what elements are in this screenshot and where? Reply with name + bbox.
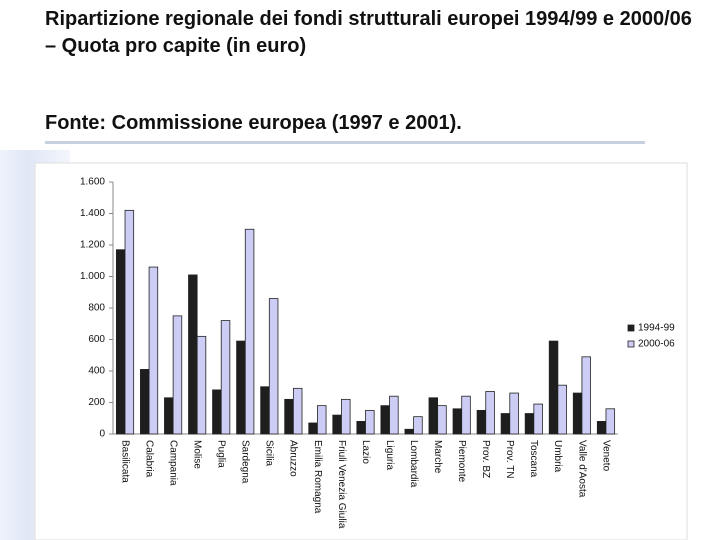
bar: [332, 414, 342, 435]
bar: [308, 422, 318, 435]
x-tick-label: Friuli Venezia Giulia: [336, 440, 347, 529]
bar: [196, 335, 207, 435]
x-tick-label: Campania: [167, 440, 178, 486]
x-tick-label: Lazio: [360, 440, 371, 464]
bar: [605, 408, 616, 435]
x-tick-label: Marche: [432, 440, 443, 474]
x-tick-label: Liguria: [384, 440, 395, 470]
bar: [509, 392, 519, 435]
x-tick-label: Prov. TN: [504, 440, 515, 479]
bar: [404, 428, 414, 435]
x-tick-label: Valle d'Aosta: [576, 440, 587, 498]
bar: [292, 387, 303, 435]
bar: [172, 315, 183, 435]
bar: [236, 340, 246, 435]
bar: [533, 403, 543, 435]
bar: [124, 209, 135, 435]
bar: [596, 420, 607, 435]
bar: [428, 397, 439, 435]
x-tick-label: Piemonte: [456, 440, 467, 483]
y-tick-label: 0: [99, 429, 105, 440]
x-tick-label: Puglia: [216, 440, 227, 468]
y-tick-label: 1.200: [80, 240, 105, 251]
bar: [115, 249, 126, 435]
legend-label: 2000-06: [638, 339, 675, 350]
bar: [164, 397, 174, 435]
slide-title: Ripartizione regionale dei fondi struttu…: [45, 8, 692, 57]
bar: [220, 320, 231, 435]
x-tick-label: Sardegna: [240, 440, 251, 484]
legend-label: 1994-99: [638, 323, 675, 334]
source-note: Fonte: Commissione europea (1997 e 2001)…: [45, 112, 645, 144]
x-tick-label: Umbria: [552, 440, 563, 473]
y-tick-label: 200: [88, 397, 105, 408]
x-tick-label: Calabria: [143, 440, 154, 478]
y-tick-label: 1.000: [80, 271, 105, 282]
bar: [188, 274, 198, 435]
y-tick-label: 400: [88, 366, 105, 377]
legend-swatch: [627, 324, 635, 332]
bar: [524, 413, 535, 435]
x-tick-label: Prov. BZ: [480, 440, 491, 478]
x-tick-label: Molise: [192, 440, 203, 469]
bar: [244, 228, 255, 435]
bar: [380, 405, 390, 435]
bar: [413, 416, 423, 435]
bar: [581, 356, 591, 435]
x-tick-label: Sicilia: [264, 440, 275, 467]
bar: [365, 409, 375, 435]
y-tick-label: 1.600: [80, 177, 105, 188]
bar: [356, 420, 366, 435]
x-tick-label: Veneto: [600, 440, 611, 472]
legend-swatch: [627, 340, 635, 348]
bar: [476, 409, 487, 435]
bar: [268, 298, 279, 435]
bar: [148, 266, 159, 435]
x-tick-label: Toscana: [528, 440, 539, 478]
bar: [140, 369, 150, 435]
bar: [557, 384, 567, 435]
chart-frame: [34, 162, 688, 540]
bar: [389, 395, 399, 435]
bar: [284, 398, 294, 435]
x-tick-label: Emilia Romagna: [312, 440, 323, 514]
bar: [461, 395, 471, 435]
bar: [212, 389, 222, 435]
y-tick-label: 600: [88, 334, 105, 345]
bar: [548, 340, 559, 435]
bar: [341, 398, 351, 435]
bar: [317, 405, 327, 435]
bar: [437, 405, 447, 435]
bar: [260, 386, 270, 435]
bar: [500, 413, 511, 435]
bar: [452, 408, 463, 435]
bar: [572, 392, 583, 435]
x-tick-label: Basilicata: [119, 440, 130, 483]
x-tick-label: Lombardia: [408, 440, 419, 488]
y-tick-label: 1.400: [80, 208, 105, 219]
bar: [485, 391, 495, 435]
x-tick-label: Abruzzo: [288, 440, 299, 477]
y-tick-label: 800: [88, 303, 105, 314]
